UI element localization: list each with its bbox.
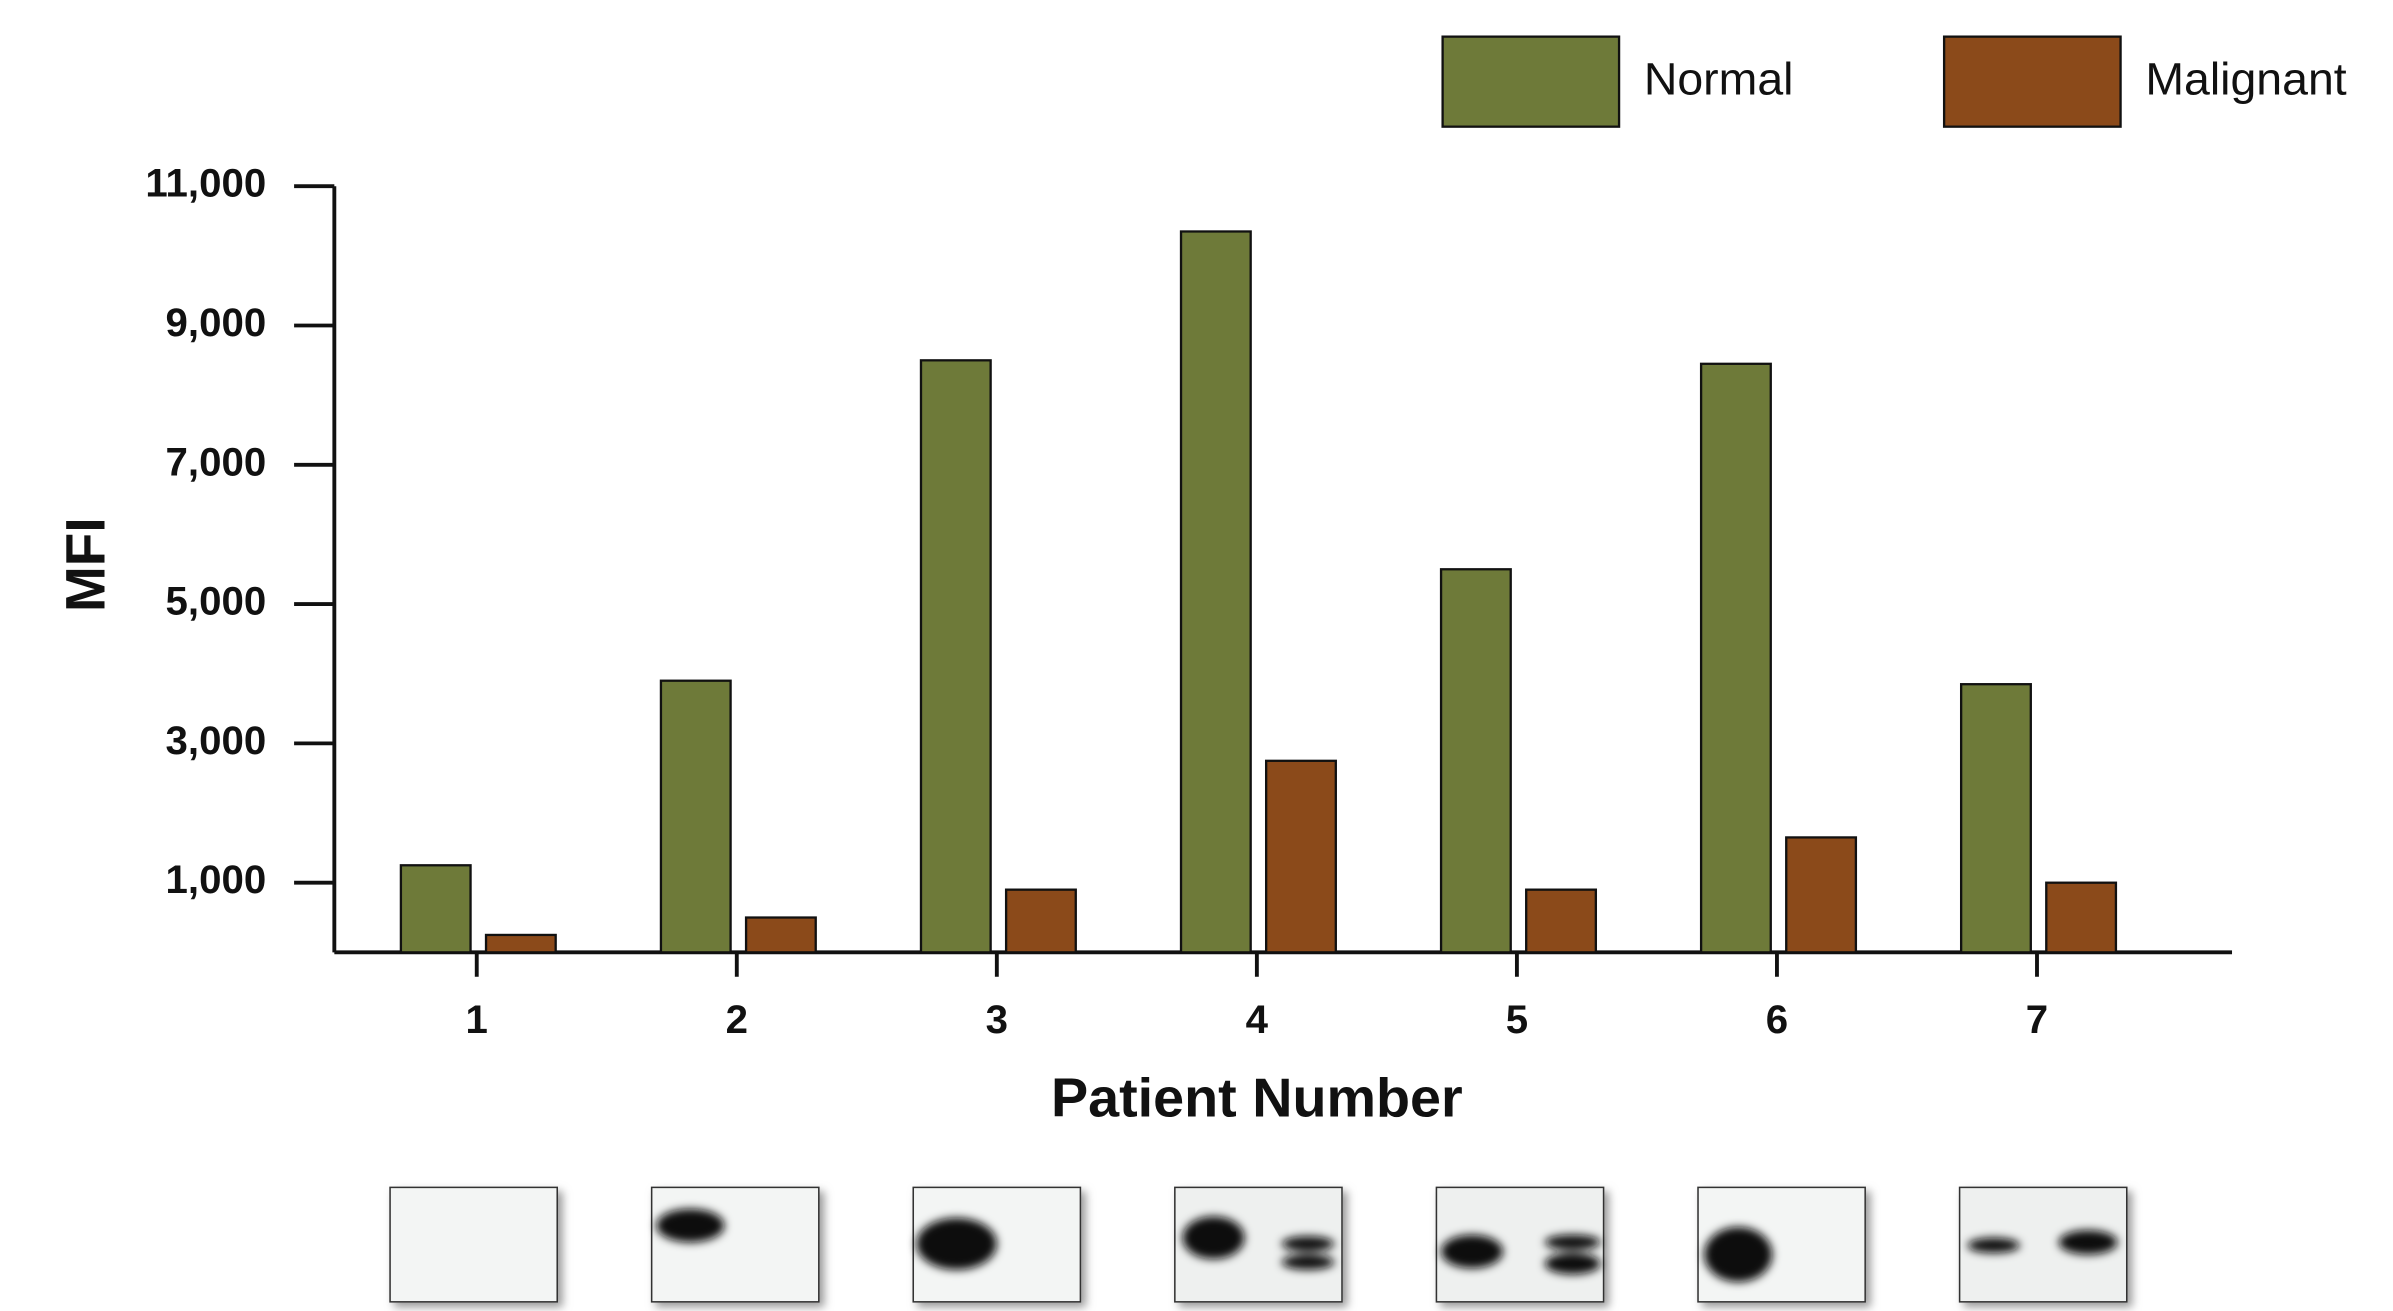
- western-blots: [389, 1186, 2128, 1303]
- bar: [1785, 836, 1858, 954]
- legend-label: Normal: [1644, 53, 1794, 105]
- y-tick-label: 1,000: [166, 858, 267, 902]
- bar: [919, 359, 992, 954]
- y-tick-label: 7,000: [166, 441, 267, 485]
- legend-label: Malignant: [2145, 53, 2347, 105]
- x-tick-label: 1: [466, 998, 488, 1042]
- x-tick-label: 2: [726, 998, 748, 1042]
- bar: [659, 679, 732, 954]
- x-tick-label: 6: [1766, 998, 1788, 1042]
- bar: [1439, 568, 1512, 954]
- bar: [1264, 759, 1337, 954]
- y-axis-title: MFI: [54, 517, 116, 612]
- bar: [1004, 888, 1077, 954]
- bar: [1699, 362, 1772, 954]
- bar: [2045, 881, 2118, 954]
- bar: [744, 916, 817, 954]
- x-tick-label: 3: [986, 998, 1008, 1042]
- bar: [399, 864, 472, 954]
- y-tick-label: 3,000: [166, 719, 267, 763]
- y-tick-label: 9,000: [166, 301, 267, 345]
- x-tick-label: 4: [1246, 998, 1268, 1042]
- y-tick-label: 5,000: [166, 580, 267, 624]
- x-tick-label: 7: [2026, 998, 2048, 1042]
- legend-swatch: [1942, 35, 2122, 128]
- x-tick-label: 5: [1506, 998, 1528, 1042]
- bar: [1179, 230, 1252, 954]
- legend-swatch: [1441, 35, 1621, 128]
- bar: [484, 933, 557, 954]
- x-axis-title: Patient Number: [1051, 1067, 1463, 1129]
- bar: [1525, 888, 1598, 954]
- y-tick-label: 11,000: [145, 162, 266, 206]
- bar: [1959, 683, 2032, 954]
